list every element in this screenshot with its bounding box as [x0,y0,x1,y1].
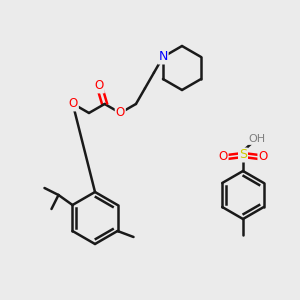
Text: S: S [239,148,247,161]
Text: O: O [258,151,268,164]
Text: O: O [69,98,78,110]
Text: O: O [116,106,125,119]
Text: N: N [158,50,168,64]
Text: O: O [94,80,104,92]
Text: OH: OH [248,134,266,144]
Text: O: O [218,151,228,164]
